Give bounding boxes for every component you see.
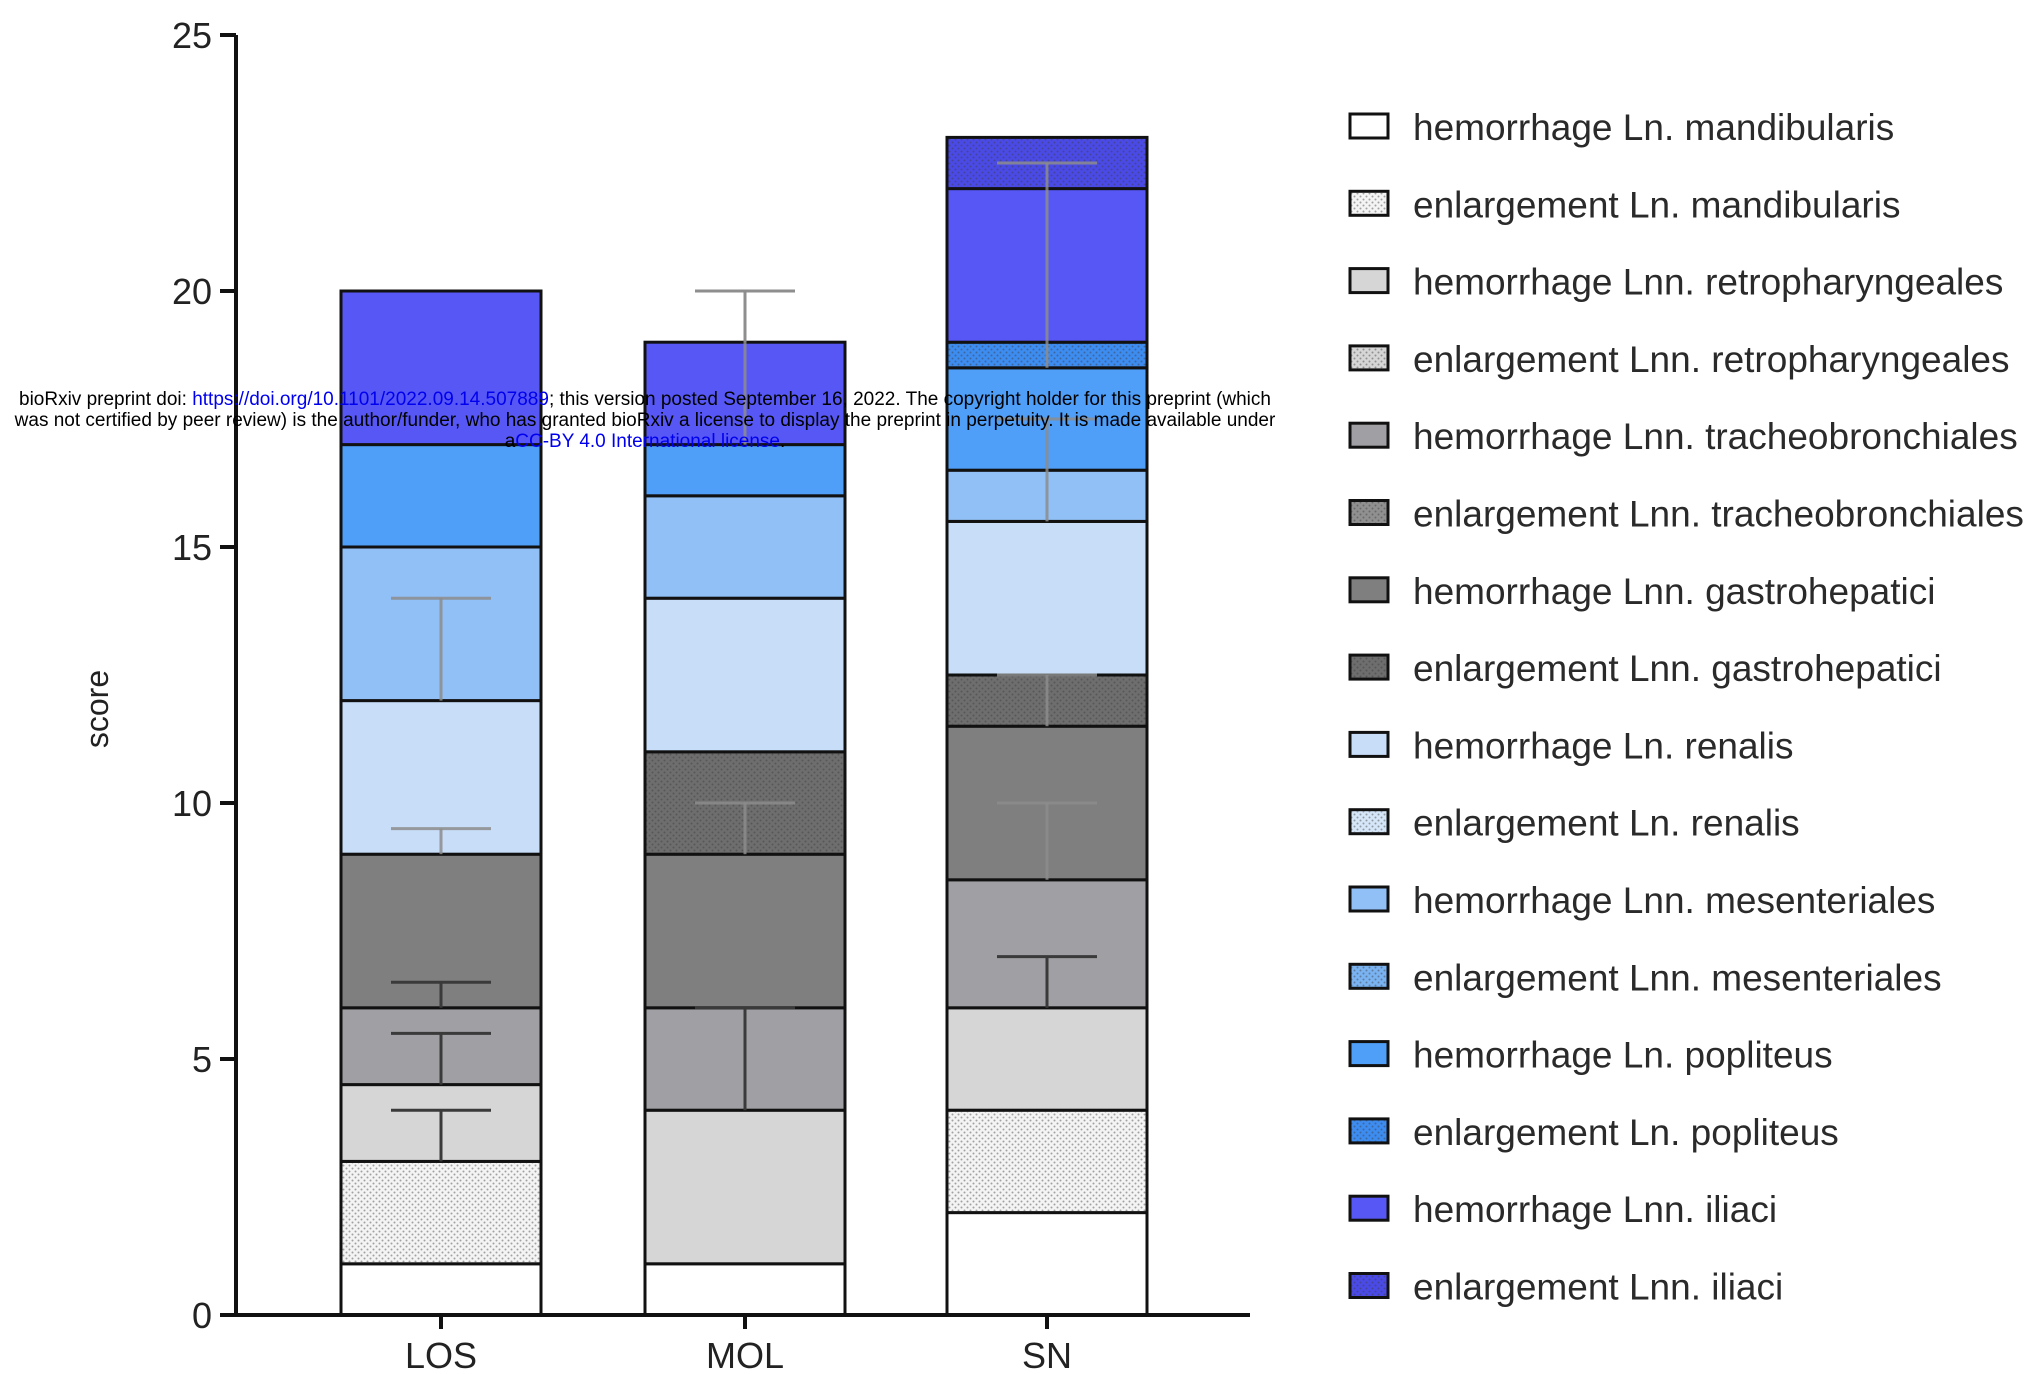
legend-swatch [1348, 1194, 1390, 1222]
legend-label: hemorrhage Lnn. mesenteriales [1413, 880, 1935, 921]
error-bars-layer [391, 161, 1097, 1162]
y-axis-title: score [79, 670, 115, 748]
doi-link[interactable]: https://doi.org/10.1101/2022.09.14.50788… [192, 389, 549, 410]
legend-label: enlargement Ln. popliteus [1413, 1112, 1839, 1153]
bar-segment-mol-hemorrhage-ln-mandibularis [643, 1262, 847, 1317]
bar-segment-mol-hemorrhage-lnn-mesenteriales [643, 494, 847, 600]
preprint-watermark: bioRxiv preprint doi: https://doi.org/10… [0, 389, 1290, 452]
x-tick-label-mol: MOL [706, 1335, 784, 1374]
y-tick-label: 25 [172, 15, 212, 56]
x-ticks: LOS MOL SN [405, 1315, 1072, 1374]
legend-label: hemorrhage Ln. popliteus [1413, 1035, 1833, 1076]
legend-label: enlargement Ln. renalis [1413, 803, 1800, 844]
watermark-prefix: bioRxiv preprint doi: [19, 389, 193, 410]
legend-label: enlargement Ln. mandibularis [1413, 184, 1900, 225]
legend-label: hemorrhage Ln. renalis [1413, 725, 1794, 766]
legend-swatch [1348, 730, 1390, 758]
legend-swatch-pattern [1351, 192, 1387, 214]
legend-label: hemorrhage Ln. mandibularis [1413, 107, 1894, 148]
axes [234, 35, 1250, 1317]
bar-segment-mol-hemorrhage-lnn-gastrohepatici [643, 852, 847, 1010]
legend-label: hemorrhage Lnn. gastrohepatici [1413, 571, 1935, 612]
legend-label: enlargement Lnn. tracheobronchiales [1413, 494, 2024, 535]
x-tick-label-los: LOS [405, 1335, 477, 1374]
watermark-body: ; this version posted September 16, 2022… [14, 389, 1276, 452]
watermark-suffix: . [780, 431, 786, 452]
legend-swatch-pattern [1351, 1120, 1387, 1142]
bar-segment-sn-hemorrhage-lnn-retropharyngeales [945, 1006, 1149, 1112]
y-tick-label: 10 [172, 783, 212, 824]
bar-segment-pattern [342, 1162, 540, 1263]
bar-segment-los-hemorrhage-lnn-iliaci [339, 289, 543, 447]
bar-segment-los-hemorrhage-ln-popliteus [339, 443, 543, 549]
legend-label: enlargement Lnn. retropharyngeales [1413, 339, 2010, 380]
legend-label: enlargement Lnn. mesenteriales [1413, 957, 1942, 998]
legend-label: enlargement Lnn. iliaci [1413, 1267, 1783, 1308]
y-tick-label: 15 [172, 527, 212, 568]
legend-label: enlargement Lnn. gastrohepatici [1413, 648, 1942, 689]
legend-swatch [1348, 885, 1390, 913]
legend-swatch-pattern [1351, 811, 1387, 833]
x-tick-label-sn: SN [1022, 1335, 1072, 1374]
legend-swatch-pattern [1351, 1275, 1387, 1296]
legend-swatch [1348, 1040, 1390, 1068]
legend-label: hemorrhage Lnn. retropharyngeales [1413, 262, 2003, 303]
bar-segment-mol-hemorrhage-ln-popliteus [643, 443, 847, 498]
legend-swatch [1348, 267, 1390, 295]
y-ticks: 0 5 10 15 20 25 [172, 15, 236, 1336]
legend-swatch-pattern [1351, 656, 1387, 678]
license-link[interactable]: CC-BY 4.0 International license [515, 431, 781, 452]
legend: hemorrhage Ln. mandibularis enlargement L… [1348, 107, 2024, 1308]
legend-label: hemorrhage Lnn. tracheobronchiales [1413, 416, 2018, 457]
legend-swatch-pattern [1351, 965, 1387, 987]
bar-segment-los-hemorrhage-ln-mandibularis [339, 1262, 543, 1317]
y-tick-label: 20 [172, 271, 212, 312]
bar-segment-sn-hemorrhage-ln-renalis [945, 519, 1149, 677]
legend-swatch [1348, 112, 1390, 140]
y-tick-label: 0 [192, 1295, 212, 1336]
bar-segment-pattern [948, 1111, 1146, 1212]
bars-layer [339, 135, 1149, 1317]
legend-label: hemorrhage Lnn. iliaci [1413, 1189, 1777, 1230]
bar-segment-mol-hemorrhage-ln-renalis [643, 596, 847, 754]
legend-swatch [1348, 576, 1390, 604]
legend-swatch-pattern [1351, 502, 1387, 523]
y-tick-label: 5 [192, 1039, 212, 1080]
bar-segment-sn-hemorrhage-ln-mandibularis [945, 1211, 1149, 1317]
bar-segment-mol-hemorrhage-lnn-retropharyngeales [643, 1108, 847, 1266]
bar-segment-sn-hemorrhage-lnn-tracheobronchiales [945, 878, 1149, 1010]
legend-swatch-pattern [1351, 347, 1387, 369]
bar-segment-los-hemorrhage-lnn-gastrohepatici [339, 852, 543, 1010]
legend-swatch [1348, 421, 1390, 449]
